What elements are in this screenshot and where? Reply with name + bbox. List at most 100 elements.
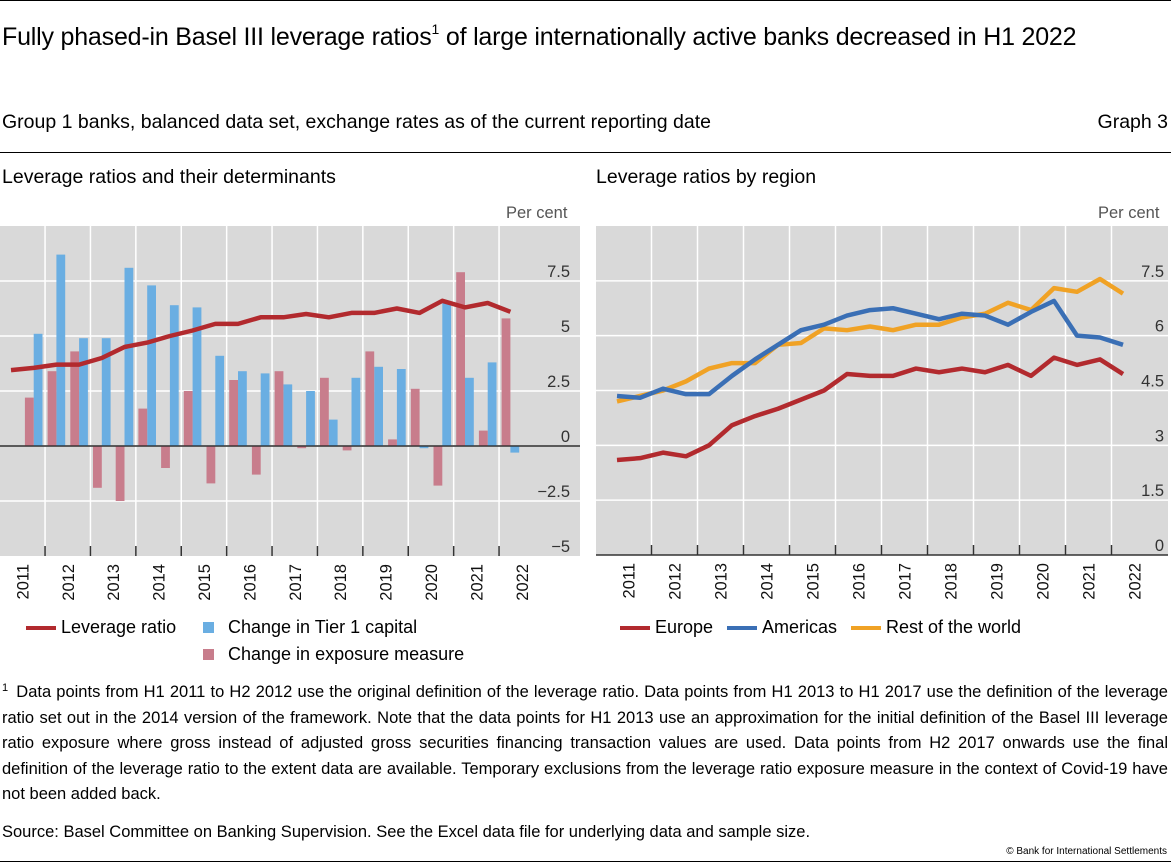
footnote-marker: 1 [2, 682, 9, 694]
bar-change-in-exposure-measure [70, 351, 80, 446]
legend-swatch-exposure [203, 649, 214, 660]
x-tick-label: 2016 [241, 564, 259, 601]
bar-change-in-exposure-measure [297, 446, 307, 449]
left-chart: 7.5 5 2.5 0 −2.5 −5 2011 2012 2013 2014 2015 2016 20… [0, 226, 580, 601]
left-unit-label: Per cent [506, 204, 568, 222]
legend-americas: Americas [727, 617, 837, 638]
bar-change-in-exposure-measure [365, 351, 375, 446]
x-tick-label: 2011 [14, 564, 32, 599]
header-rule [0, 152, 1171, 153]
line-rest-of-the-world [616, 276, 1125, 404]
y-tick-label: 5 [561, 318, 570, 336]
legend-swatch-europe [620, 625, 650, 630]
chart-subtitle: Group 1 banks, balanced data set, exchan… [2, 111, 711, 133]
bar-change-in-exposure-measure [206, 446, 216, 484]
legend-label: Leverage ratio [61, 617, 177, 637]
title-text: Fully phased-in Basel III leverage ratio… [2, 23, 432, 51]
bar-change-in-exposure-measure [161, 446, 170, 468]
x-tick-label: 2012 [667, 563, 685, 600]
bar-change-in-tier-1-capital [124, 267, 134, 446]
right-chart: 7.5 6 4.5 3 1.5 0 2011 2012 2013 2014 2015 2016 2017… [596, 226, 1168, 600]
legend-swatch-tier1 [203, 622, 214, 633]
bar-change-in-tier-1-capital [283, 384, 293, 446]
bar-change-in-tier-1-capital [374, 366, 383, 446]
legend-swatch-rest-of-world [851, 625, 881, 630]
legend-label: Americas [762, 617, 838, 637]
bar-change-in-tier-1-capital [465, 377, 474, 446]
bar-change-in-exposure-measure [501, 318, 511, 446]
bar-change-in-tier-1-capital [79, 338, 88, 446]
bar-change-in-tier-1-capital [169, 305, 179, 446]
bar-change-in-exposure-measure [24, 397, 34, 446]
bar-change-in-exposure-measure [342, 446, 352, 451]
bar-change-in-exposure-measure [388, 439, 397, 446]
x-tick-label: 2021 [468, 564, 486, 601]
x-tick-label: 2014 [759, 563, 777, 600]
y-tick-label: 2.5 [547, 373, 570, 391]
bar-change-in-tier-1-capital [306, 391, 315, 446]
y-tick-label: 0 [561, 428, 570, 446]
y-tick-label: 7.5 [547, 263, 570, 281]
right-panel-title: Leverage ratios by region [596, 166, 817, 188]
legend-leverage-ratio: Leverage ratio [26, 617, 176, 638]
bar-change-in-tier-1-capital [487, 362, 497, 446]
title-text-continued: of large internationally active banks de… [439, 23, 1077, 51]
top-rule [0, 0, 1171, 1]
bar-change-in-tier-1-capital [215, 355, 225, 446]
legend-rest-of-world: Rest of the world [851, 617, 1021, 638]
bar-change-in-exposure-measure [115, 446, 125, 501]
x-tick-label: 2012 [60, 564, 78, 601]
x-tick-label: 2022 [514, 564, 532, 601]
bar-change-in-tier-1-capital [260, 373, 270, 446]
bar-change-in-tier-1-capital [442, 303, 452, 446]
right-unit-label: Per cent [1098, 204, 1160, 222]
x-tick-label: 2016 [851, 563, 869, 600]
bar-change-in-tier-1-capital [192, 307, 202, 446]
bar-change-in-tier-1-capital [396, 369, 406, 446]
legend-label: Rest of the world [886, 617, 1022, 637]
x-tick-label: 2013 [713, 563, 731, 600]
bar-change-in-exposure-measure [433, 446, 443, 486]
x-tick-label: 2014 [151, 564, 169, 601]
x-tick-label: 2017 [287, 564, 305, 601]
y-tick-label: 6 [1155, 318, 1164, 336]
bar-change-in-exposure-measure [456, 272, 465, 446]
x-tick-label: 2018 [943, 563, 961, 600]
legend-tier1: Change in Tier 1 capital [203, 617, 417, 638]
x-tick-label: 2022 [1127, 563, 1145, 600]
x-tick-label: 2017 [897, 563, 915, 600]
x-tick-label: 2020 [1035, 563, 1053, 600]
legend-label: Europe [655, 617, 714, 637]
y-tick-label: 4.5 [1141, 373, 1164, 391]
y-tick-label: −2.5 [537, 483, 570, 501]
footnote: 1 Data points from H1 2011 to H2 2012 us… [2, 680, 1168, 808]
bar-change-in-tier-1-capital [56, 254, 66, 446]
bar-change-in-tier-1-capital [419, 446, 429, 449]
bar-change-in-exposure-measure [183, 391, 193, 446]
bar-change-in-exposure-measure [93, 446, 102, 488]
graph-number: Graph 3 [1097, 111, 1168, 133]
copyright: © Bank for International Settlements [1006, 846, 1167, 857]
chart-title: Fully phased-in Basel III leverage ratio… [2, 20, 1077, 54]
bar-change-in-exposure-measure [229, 380, 238, 446]
bottom-rule [0, 861, 1171, 862]
bar-change-in-exposure-measure [274, 371, 284, 446]
legend-exposure: Change in exposure measure [203, 644, 464, 665]
x-tick-label: 2015 [805, 563, 823, 600]
bar-change-in-tier-1-capital [238, 371, 247, 446]
bar-change-in-exposure-measure [478, 430, 488, 446]
line-americas [616, 298, 1124, 401]
y-tick-label: 1.5 [1141, 482, 1164, 500]
x-tick-label: 2021 [1081, 563, 1099, 600]
bar-change-in-tier-1-capital [147, 285, 156, 446]
left-panel-title: Leverage ratios and their determinants [2, 166, 336, 188]
x-tick-label: 2019 [989, 563, 1007, 600]
bar-change-in-exposure-measure [320, 377, 329, 446]
x-tick-label: 2018 [332, 564, 350, 601]
y-tick-label: 0 [1155, 537, 1164, 555]
y-tick-label: −5 [551, 538, 570, 556]
legend-label: Change in Tier 1 capital [228, 617, 418, 637]
x-tick-label: 2015 [196, 564, 214, 601]
bar-change-in-tier-1-capital [33, 333, 43, 446]
bar-change-in-exposure-measure [138, 408, 148, 446]
